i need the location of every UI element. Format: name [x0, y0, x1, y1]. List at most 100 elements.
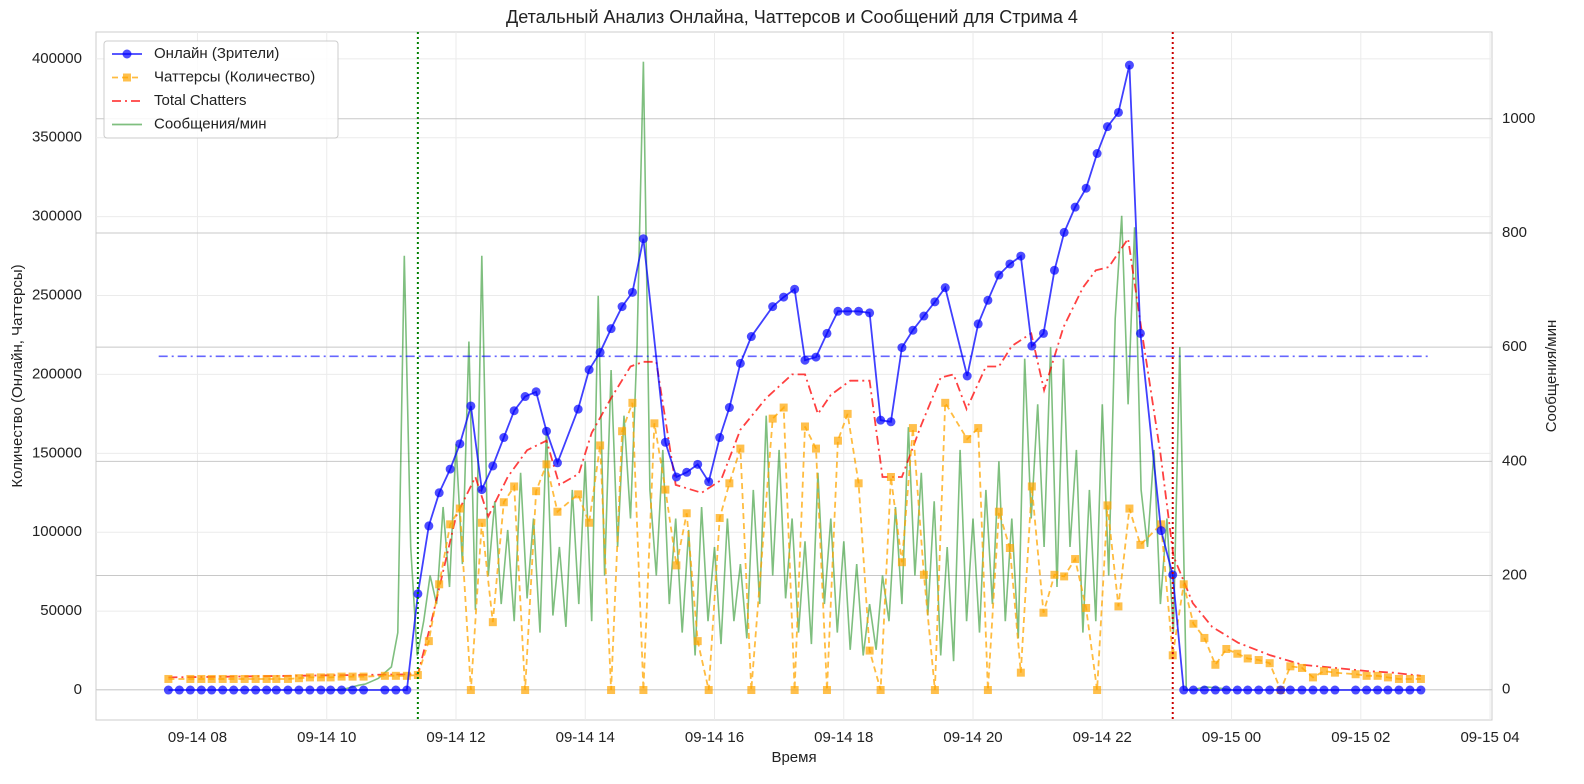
point — [704, 686, 713, 695]
legend-marker — [122, 49, 132, 59]
point — [1005, 544, 1014, 552]
point — [704, 477, 714, 487]
point — [768, 414, 777, 423]
point — [1265, 659, 1274, 668]
point — [822, 686, 831, 695]
y2-tick-label: 200 — [1502, 567, 1527, 584]
point — [876, 415, 886, 425]
point — [854, 479, 863, 488]
point — [963, 435, 972, 444]
point — [455, 504, 464, 513]
point — [348, 672, 357, 681]
point — [693, 459, 703, 469]
y-tick-label: 400000 — [32, 50, 82, 67]
x-tick-label: 09-14 10 — [297, 729, 356, 746]
point — [1070, 202, 1080, 212]
point — [1351, 670, 1360, 679]
point — [1060, 572, 1069, 581]
point — [1383, 685, 1393, 695]
point — [1049, 265, 1059, 275]
point — [359, 672, 368, 681]
point — [617, 302, 627, 312]
point — [391, 671, 400, 680]
point — [1211, 660, 1220, 669]
point — [779, 292, 789, 302]
point — [1222, 644, 1231, 653]
point — [1005, 259, 1015, 269]
point — [262, 685, 272, 695]
point — [207, 685, 217, 695]
point — [1254, 656, 1263, 665]
point — [1027, 482, 1036, 491]
y-tick-label: 300000 — [32, 208, 82, 225]
point — [822, 328, 832, 338]
point — [326, 685, 336, 695]
point — [1103, 501, 1112, 510]
point — [488, 461, 498, 471]
point — [607, 686, 616, 695]
point — [595, 347, 605, 357]
point — [1016, 668, 1025, 677]
point — [1297, 663, 1306, 672]
point — [499, 433, 509, 443]
point — [628, 398, 637, 407]
series-line — [326, 61, 1232, 691]
point — [1405, 685, 1415, 695]
point — [994, 507, 1003, 516]
point — [940, 283, 950, 293]
point — [843, 306, 853, 316]
point — [736, 444, 745, 453]
point — [886, 472, 895, 481]
point — [941, 398, 950, 407]
legend-box — [103, 40, 339, 139]
point — [477, 518, 486, 527]
plot-area — [95, 31, 1493, 721]
point — [1199, 685, 1209, 695]
point — [197, 674, 206, 683]
point — [1039, 608, 1048, 617]
legend-marker — [123, 73, 131, 82]
x-tick-label: 09-15 00 — [1202, 729, 1261, 746]
point — [1297, 685, 1307, 695]
point — [638, 234, 648, 244]
point — [1081, 183, 1091, 193]
point — [1135, 328, 1145, 338]
point — [1276, 685, 1286, 695]
point — [1394, 674, 1403, 683]
point — [174, 685, 184, 695]
point — [693, 637, 702, 646]
point — [283, 685, 293, 695]
legend: Онлайн (Зрители) Чаттерсы (Количество) Tot… — [103, 40, 339, 139]
point — [650, 419, 659, 428]
point — [1416, 685, 1426, 695]
y2-axis-label: Сообщения/мин — [1543, 320, 1560, 433]
point — [1092, 149, 1102, 159]
point — [316, 673, 325, 682]
point — [1416, 674, 1425, 683]
y2-tick-label: 800 — [1502, 224, 1527, 241]
point — [262, 674, 271, 683]
point — [811, 352, 821, 362]
point — [305, 685, 315, 695]
point — [1124, 60, 1134, 70]
point — [1200, 633, 1209, 642]
point — [229, 685, 239, 695]
point — [1071, 555, 1080, 564]
y-tick-label: 350000 — [32, 129, 82, 146]
point — [1156, 526, 1166, 536]
point — [520, 392, 530, 402]
y-tick-label: 50000 — [40, 602, 82, 619]
legend-label: Онлайн (Зрители) — [154, 45, 279, 62]
point — [1093, 686, 1102, 695]
point — [1373, 671, 1382, 680]
point — [1265, 685, 1275, 695]
point — [272, 674, 281, 683]
point — [477, 485, 487, 495]
point — [499, 498, 508, 507]
point — [919, 570, 928, 579]
point — [424, 521, 434, 531]
point — [541, 426, 551, 436]
point — [1082, 603, 1091, 612]
point — [521, 686, 530, 695]
point — [725, 479, 734, 488]
